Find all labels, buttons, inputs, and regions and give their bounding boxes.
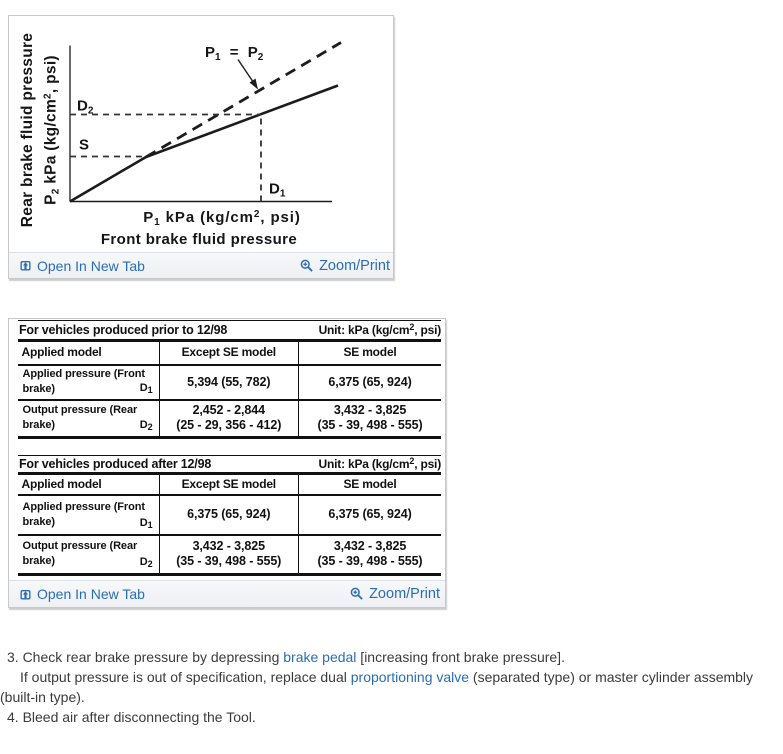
svg-text:Front brake fluid pressure: Front brake fluid pressure (101, 231, 297, 248)
svg-text:D2: D2 (77, 98, 94, 117)
svg-text:P1 = P2: P1 = P2 (205, 44, 264, 63)
svg-text:P2 kPa (kg/cm2, psi): P2 kPa (kg/cm2, psi) (43, 55, 62, 205)
svg-text:P1 kPa (kg/cm2, psi): P1 kPa (kg/cm2, psi) (143, 209, 301, 228)
svg-text:Rear brake fluid pressure: Rear brake fluid pressure (19, 33, 36, 228)
svg-text:S: S (79, 137, 89, 154)
svg-text:D1: D1 (269, 181, 286, 200)
